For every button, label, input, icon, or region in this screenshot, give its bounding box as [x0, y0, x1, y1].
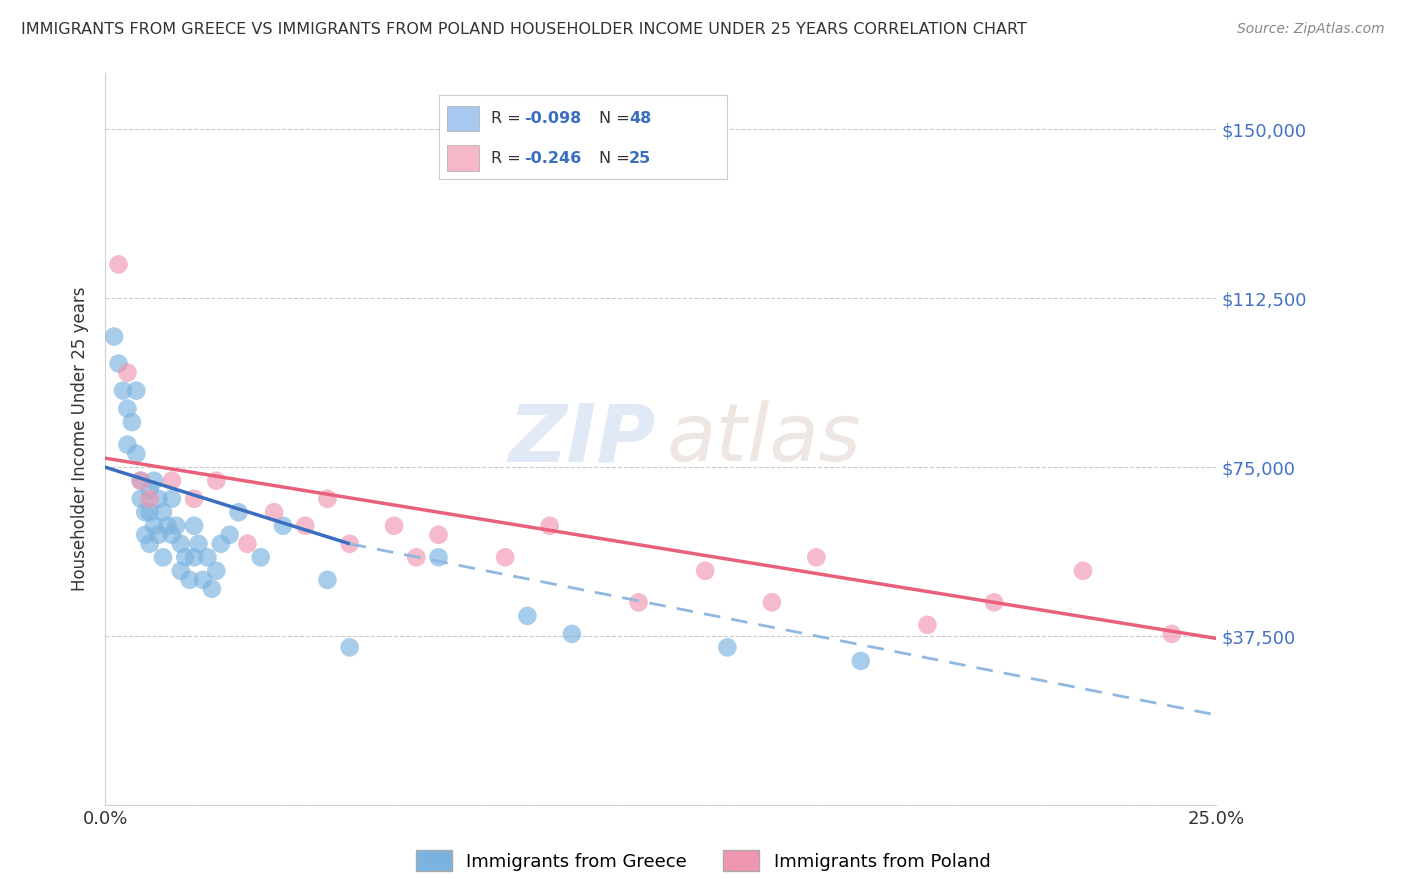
Point	[405, 550, 427, 565]
Point	[201, 582, 224, 596]
Point	[170, 537, 193, 551]
Point	[917, 618, 939, 632]
Point	[134, 528, 156, 542]
Point	[236, 537, 259, 551]
Point	[138, 505, 160, 519]
Point	[197, 550, 219, 565]
Point	[165, 518, 187, 533]
Point	[427, 528, 450, 542]
Point	[205, 564, 228, 578]
Point	[205, 474, 228, 488]
Point	[516, 608, 538, 623]
Point	[849, 654, 872, 668]
Point	[103, 329, 125, 343]
Point	[111, 384, 134, 398]
Point	[148, 528, 170, 542]
Y-axis label: Householder Income Under 25 years: Householder Income Under 25 years	[72, 287, 89, 591]
Point	[107, 357, 129, 371]
Point	[117, 437, 139, 451]
Point	[249, 550, 271, 565]
Point	[316, 491, 339, 506]
Point	[761, 595, 783, 609]
Point	[160, 528, 183, 542]
Point	[152, 550, 174, 565]
Point	[138, 483, 160, 497]
Point	[339, 640, 361, 655]
Point	[187, 537, 209, 551]
Point	[695, 564, 717, 578]
Point	[191, 573, 214, 587]
Point	[138, 491, 160, 506]
Point	[179, 573, 201, 587]
Point	[129, 474, 152, 488]
Point	[107, 257, 129, 271]
Point	[125, 384, 148, 398]
Text: Source: ZipAtlas.com: Source: ZipAtlas.com	[1237, 22, 1385, 37]
Point	[125, 447, 148, 461]
Point	[1071, 564, 1094, 578]
Point	[271, 518, 294, 533]
Point	[561, 627, 583, 641]
Point	[160, 491, 183, 506]
Point	[427, 550, 450, 565]
Point	[339, 537, 361, 551]
Point	[121, 415, 143, 429]
Point	[1160, 627, 1182, 641]
Point	[183, 518, 205, 533]
Point	[143, 474, 166, 488]
Point	[316, 573, 339, 587]
Text: ZIP: ZIP	[508, 400, 655, 478]
Point	[983, 595, 1005, 609]
Legend: Immigrants from Greece, Immigrants from Poland: Immigrants from Greece, Immigrants from …	[408, 843, 998, 879]
Point	[156, 518, 179, 533]
Point	[183, 550, 205, 565]
Point	[134, 505, 156, 519]
Point	[209, 537, 232, 551]
Point	[228, 505, 250, 519]
Point	[117, 366, 139, 380]
Point	[174, 550, 197, 565]
Point	[806, 550, 828, 565]
Point	[143, 518, 166, 533]
Point	[129, 491, 152, 506]
Text: IMMIGRANTS FROM GREECE VS IMMIGRANTS FROM POLAND HOUSEHOLDER INCOME UNDER 25 YEA: IMMIGRANTS FROM GREECE VS IMMIGRANTS FRO…	[21, 22, 1026, 37]
Point	[170, 564, 193, 578]
Point	[148, 491, 170, 506]
Point	[382, 518, 405, 533]
Point	[160, 474, 183, 488]
Text: atlas: atlas	[666, 400, 860, 478]
Point	[263, 505, 285, 519]
Point	[627, 595, 650, 609]
Point	[138, 537, 160, 551]
Point	[538, 518, 561, 533]
Point	[716, 640, 738, 655]
Point	[152, 505, 174, 519]
Point	[218, 528, 240, 542]
Point	[294, 518, 316, 533]
Point	[117, 401, 139, 416]
Point	[183, 491, 205, 506]
Point	[494, 550, 516, 565]
Point	[129, 474, 152, 488]
